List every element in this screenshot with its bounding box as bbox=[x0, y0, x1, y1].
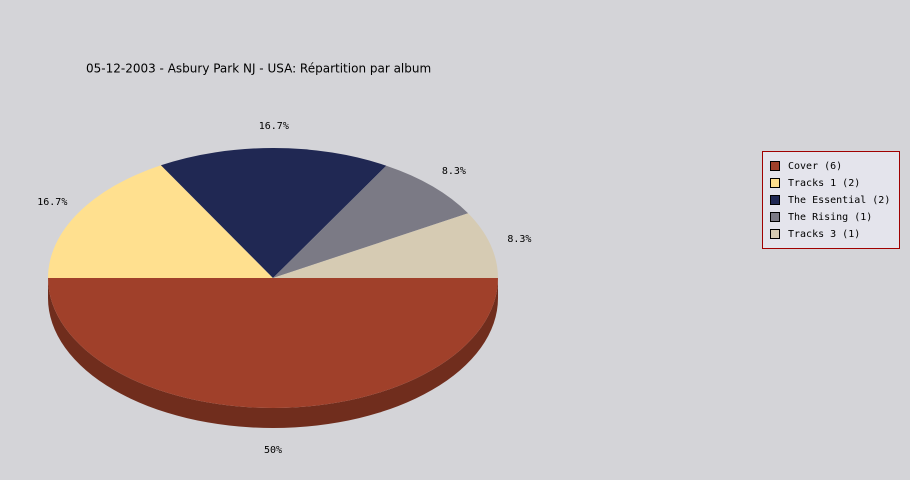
legend-swatch bbox=[770, 229, 780, 239]
value-label: 16.7% bbox=[259, 121, 289, 132]
slice bbox=[48, 278, 498, 408]
legend-label: Cover (6) bbox=[788, 161, 842, 172]
legend-swatch bbox=[770, 195, 780, 205]
value-label: 50% bbox=[264, 445, 282, 456]
legend-swatch bbox=[770, 161, 780, 171]
value-label: 8.3% bbox=[507, 234, 531, 245]
chart-title: 05-12-2003 - Asbury Park NJ - USA: Répar… bbox=[86, 62, 431, 76]
slice bbox=[48, 165, 273, 278]
slice bbox=[273, 213, 498, 278]
value-label: 16.7% bbox=[37, 197, 67, 208]
legend-label: The Essential (2) bbox=[788, 195, 890, 206]
legend-label: The Rising (1) bbox=[788, 212, 872, 223]
legend-label: Tracks 3 (1) bbox=[788, 229, 860, 240]
legend-swatch bbox=[770, 212, 780, 222]
legend-box bbox=[762, 151, 900, 249]
slice bbox=[273, 165, 469, 278]
legend-label: Tracks 1 (2) bbox=[788, 178, 860, 189]
slice bbox=[160, 148, 387, 278]
legend-swatch bbox=[770, 178, 780, 188]
value-label: 8.3% bbox=[442, 166, 466, 177]
